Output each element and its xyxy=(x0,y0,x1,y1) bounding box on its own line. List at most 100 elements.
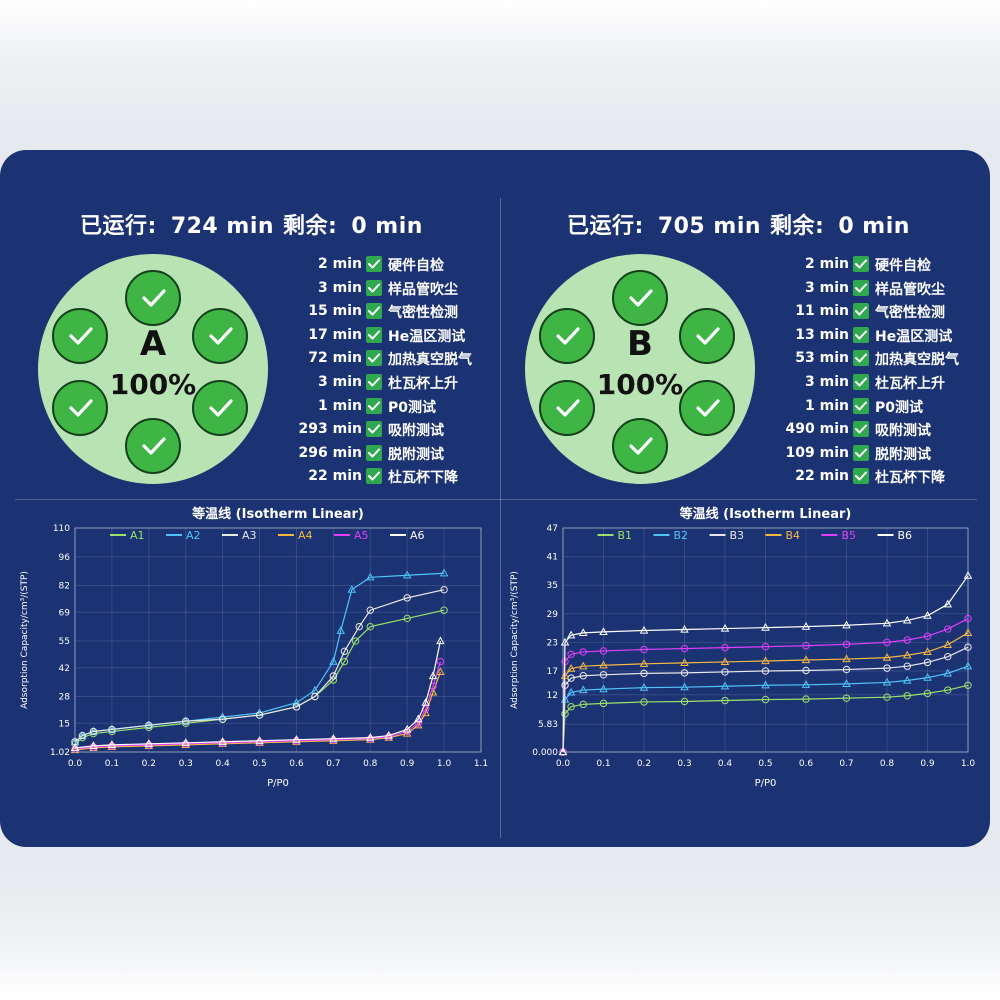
step-name: 硬件自检 xyxy=(875,258,931,274)
x-tick-label: 0.1 xyxy=(105,759,119,769)
step-name: 样品管吹尘 xyxy=(875,281,945,298)
y-tick-label: 55 xyxy=(59,637,70,647)
legend-item[interactable]: A2 xyxy=(166,529,201,542)
step-check-icon xyxy=(853,350,869,367)
series-line xyxy=(562,575,969,753)
data-point xyxy=(963,661,973,670)
x-tick-label: 0.4 xyxy=(718,759,733,769)
legend-item[interactable]: A1 xyxy=(110,529,145,542)
data-point xyxy=(218,737,227,745)
x-tick-label: 0.6 xyxy=(799,759,814,769)
data-point xyxy=(903,692,911,700)
check-icon xyxy=(556,399,580,417)
data-point xyxy=(292,698,301,706)
sample-well[interactable] xyxy=(679,308,735,364)
x-tick-label: 0.4 xyxy=(215,759,230,769)
sample-well[interactable] xyxy=(125,418,181,474)
step-name: 杜瓦杯下降 xyxy=(388,470,458,487)
step-duration: 22 min xyxy=(795,468,849,485)
data-point xyxy=(842,640,851,648)
step-row: 296 min 脱附测试 xyxy=(292,443,492,465)
x-tick-label: 0.0 xyxy=(556,759,571,769)
step-duration: 109 min xyxy=(785,444,849,461)
data-point xyxy=(414,719,422,727)
y-tick-label: 96 xyxy=(59,553,71,563)
legend-label: A3 xyxy=(242,529,257,542)
data-point xyxy=(903,615,912,624)
step-row: 22 min 杜瓦杯下降 xyxy=(292,466,492,488)
step-row: 3 min 样品管吹尘 xyxy=(292,278,492,300)
data-point xyxy=(439,568,449,577)
step-check-icon xyxy=(366,279,382,296)
tray-progress-percent: 100% xyxy=(596,368,684,401)
step-name: 吸附测试 xyxy=(875,423,931,440)
series-line xyxy=(562,632,969,753)
data-point xyxy=(366,606,374,614)
x-tick-label: 1.0 xyxy=(961,759,976,769)
legend-label: A4 xyxy=(298,529,313,542)
remaining-label: 剩余: xyxy=(283,214,338,239)
station-a-status: 已运行: 724 min 剩余: 0 min A 100% 2 min 硬件自检 3 m… xyxy=(0,150,500,500)
sample-well[interactable] xyxy=(612,270,668,326)
step-duration: 3 min xyxy=(805,374,849,390)
step-row: 3 min 样品管吹尘 xyxy=(779,278,979,300)
legend-item[interactable]: B1 xyxy=(597,529,633,542)
data-point xyxy=(78,731,87,740)
data-point xyxy=(560,637,570,646)
step-name: P0测试 xyxy=(875,399,924,416)
step-row: 2 min 硬件自检 xyxy=(292,254,492,276)
legend-item[interactable]: A4 xyxy=(278,529,313,542)
data-point xyxy=(440,606,448,614)
data-point xyxy=(944,652,952,661)
legend-item[interactable]: B4 xyxy=(765,529,801,542)
step-duration: 72 min xyxy=(308,350,362,367)
sample-well[interactable] xyxy=(539,308,595,364)
elapsed-value: 705 min xyxy=(657,214,762,239)
data-point xyxy=(566,630,576,639)
check-icon xyxy=(142,289,166,307)
sample-well[interactable] xyxy=(125,270,181,326)
legend-item[interactable]: B3 xyxy=(709,529,745,542)
y-tick-label: 42 xyxy=(59,664,70,674)
sample-well[interactable] xyxy=(539,380,595,436)
step-name: 杜瓦杯上升 xyxy=(388,376,458,392)
sample-well[interactable] xyxy=(52,308,108,364)
step-check-icon xyxy=(853,326,869,343)
data-point xyxy=(579,648,587,656)
data-point xyxy=(89,727,98,736)
x-tick-label: 0.9 xyxy=(920,759,935,769)
legend-item[interactable]: A6 xyxy=(390,529,425,542)
data-point xyxy=(883,638,891,647)
legend-item[interactable]: B6 xyxy=(877,529,913,542)
data-point xyxy=(923,632,932,640)
sample-well[interactable] xyxy=(52,380,108,436)
step-row: 1 min P0测试 xyxy=(779,396,979,418)
data-point xyxy=(329,736,338,744)
check-icon xyxy=(69,327,93,345)
step-duration: 1 min xyxy=(805,397,849,414)
remaining-value: 0 min xyxy=(838,214,910,239)
data-point xyxy=(182,717,190,725)
step-duration: 3 min xyxy=(805,279,849,296)
sample-well[interactable] xyxy=(612,418,668,474)
step-check-icon xyxy=(366,303,382,320)
legend-item[interactable]: B2 xyxy=(653,529,689,542)
step-duration: 293 min xyxy=(298,421,362,438)
legend-item[interactable]: B5 xyxy=(821,529,857,542)
elapsed-time: 已运行: 724 min xyxy=(80,208,274,240)
legend-item[interactable]: A3 xyxy=(222,529,257,542)
sample-well[interactable] xyxy=(679,380,735,436)
x-tick-label: 0.5 xyxy=(252,759,266,769)
y-tick-label: 29 xyxy=(547,610,559,620)
data-point xyxy=(218,739,227,747)
sample-well[interactable] xyxy=(192,380,248,436)
y-tick-label: 47 xyxy=(547,524,558,534)
step-name: 样品管吹尘 xyxy=(388,281,458,298)
step-duration: 53 min xyxy=(795,350,849,367)
data-point xyxy=(963,571,973,579)
series-line xyxy=(562,618,969,753)
legend-item[interactable]: A5 xyxy=(334,529,369,542)
check-icon xyxy=(696,327,720,345)
sample-well[interactable] xyxy=(192,308,248,364)
series-line xyxy=(562,646,969,753)
